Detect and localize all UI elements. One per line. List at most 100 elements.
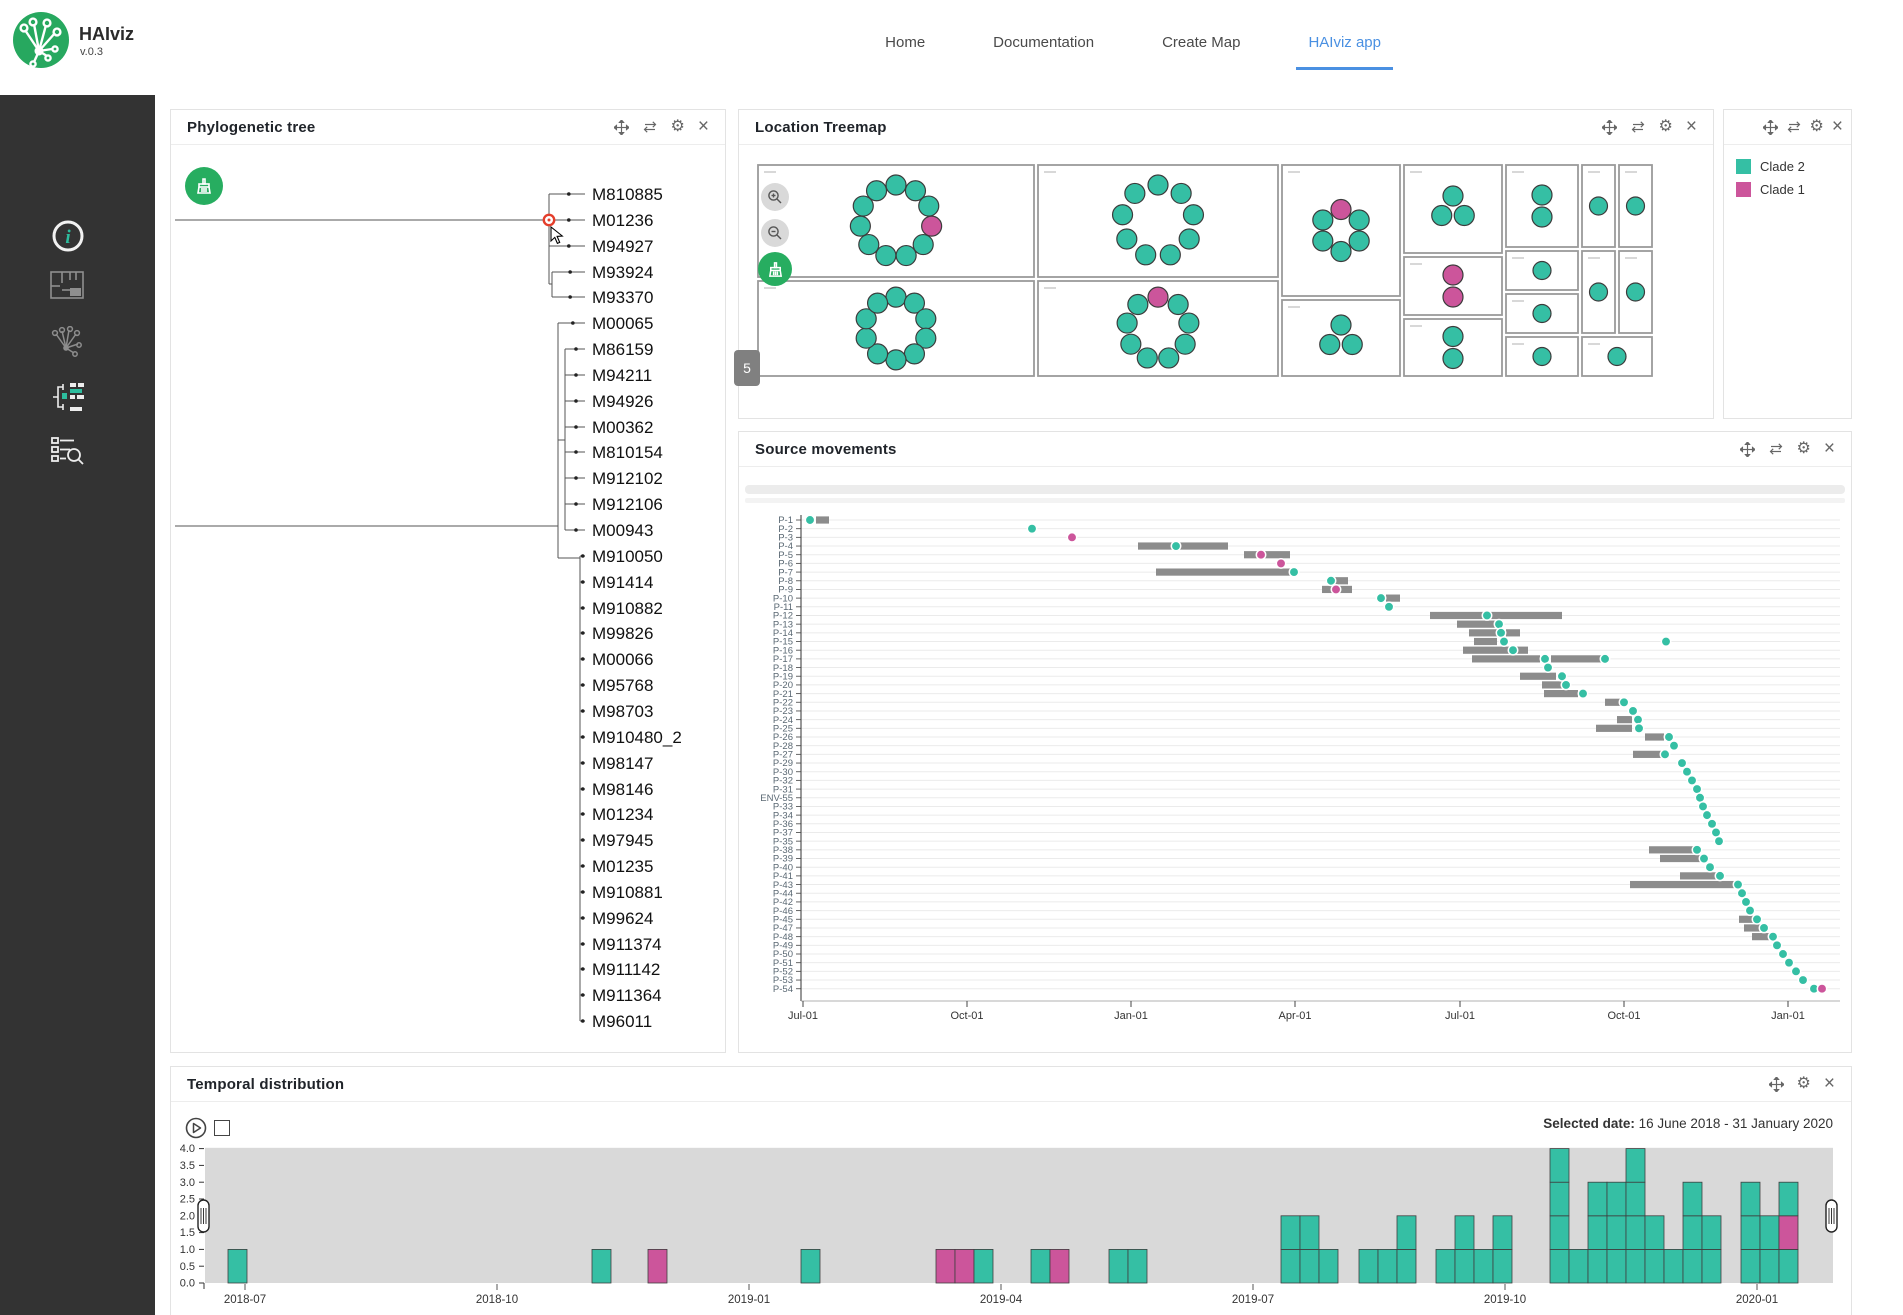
svg-text:2019-01: 2019-01 bbox=[728, 1294, 770, 1306]
gantt-range-slider-track[interactable] bbox=[745, 498, 1845, 503]
treemap-clear-selection-button[interactable] bbox=[758, 252, 792, 286]
close-icon[interactable]: × bbox=[697, 116, 709, 137]
svg-text:P-39: P-39 bbox=[773, 854, 793, 865]
svg-text:P-4: P-4 bbox=[778, 541, 793, 552]
temporal-header-icons: ⚙ × bbox=[1768, 1073, 1835, 1094]
svg-text:0.5: 0.5 bbox=[180, 1261, 195, 1273]
loop-icon[interactable] bbox=[1768, 442, 1784, 456]
svg-text:P-44: P-44 bbox=[773, 888, 793, 899]
treemap-zoom-out-button[interactable] bbox=[761, 219, 789, 247]
svg-text:M01236: M01236 bbox=[592, 211, 653, 230]
loop-icon[interactable] bbox=[642, 120, 658, 134]
svg-text:Oct-01: Oct-01 bbox=[950, 1010, 983, 1022]
svg-text:M01234: M01234 bbox=[592, 805, 653, 824]
move-icon[interactable] bbox=[1739, 441, 1755, 457]
svg-text:P-14: P-14 bbox=[773, 628, 793, 639]
search-list-icon[interactable] bbox=[50, 435, 86, 472]
clade1-swatch bbox=[1736, 182, 1751, 197]
source-movements-chart[interactable]: P-1P-2P-3P-4P-5P-6P-7P-8P-9P-10P-11P-12P… bbox=[738, 508, 1852, 1038]
close-icon[interactable]: × bbox=[1823, 1073, 1835, 1094]
svg-text:M94927: M94927 bbox=[592, 237, 653, 256]
move-icon[interactable] bbox=[1762, 119, 1778, 135]
svg-text:M93370: M93370 bbox=[592, 288, 653, 307]
svg-text:P-21: P-21 bbox=[773, 689, 793, 700]
location-treemap[interactable] bbox=[740, 145, 1712, 417]
phylo-network-icon[interactable] bbox=[50, 325, 84, 363]
svg-text:P-18: P-18 bbox=[773, 663, 793, 674]
svg-text:P-5: P-5 bbox=[778, 550, 793, 561]
svg-text:P-26: P-26 bbox=[773, 732, 793, 743]
svg-text:M95768: M95768 bbox=[592, 676, 653, 695]
svg-text:P-22: P-22 bbox=[773, 697, 793, 708]
svg-text:P-19: P-19 bbox=[773, 671, 793, 682]
close-icon[interactable]: × bbox=[1685, 116, 1697, 137]
gear-icon[interactable]: ⚙ bbox=[1796, 1075, 1811, 1092]
svg-text:P-34: P-34 bbox=[773, 810, 793, 821]
loop-icon[interactable] bbox=[1630, 120, 1646, 134]
selected-date: Selected date: 16 June 2018 - 31 January… bbox=[1543, 1116, 1833, 1131]
phylo-panel-title: Phylogenetic tree bbox=[187, 118, 316, 136]
svg-text:P-32: P-32 bbox=[773, 776, 793, 787]
sidebar: i bbox=[0, 95, 155, 1315]
svg-text:M00066: M00066 bbox=[592, 650, 653, 669]
main-nav: Home Documentation Create Map HAIviz app bbox=[873, 28, 1393, 70]
nav-item-documentation[interactable]: Documentation bbox=[993, 34, 1095, 51]
svg-text:M94211: M94211 bbox=[592, 366, 652, 385]
legend-panel: ⚙ × Clade 2 Clade 1 bbox=[1723, 109, 1852, 419]
app-name: HAIviz bbox=[79, 24, 135, 44]
svg-text:P-37: P-37 bbox=[773, 828, 793, 839]
legend-item-clade2: Clade 2 bbox=[1736, 159, 1851, 174]
svg-text:M00065: M00065 bbox=[592, 314, 653, 333]
svg-text:M94926: M94926 bbox=[592, 392, 653, 411]
phylogenetic-tree[interactable]: M810885 M01236 M94927 M93924 M93370 M00065 M86… bbox=[175, 150, 721, 1045]
treemap-header-icons: ⚙ × bbox=[1601, 116, 1697, 137]
svg-text:P-7: P-7 bbox=[778, 567, 793, 578]
nav-item-home[interactable]: Home bbox=[885, 34, 926, 51]
legend-item-clade1: Clade 1 bbox=[1736, 182, 1851, 197]
treemap-count-badge[interactable]: 5 bbox=[734, 350, 760, 386]
loop-icon[interactable] bbox=[1786, 120, 1802, 134]
svg-text:2019-10: 2019-10 bbox=[1484, 1294, 1526, 1306]
legend-header-icons: ⚙ × bbox=[1762, 116, 1843, 137]
tree-annotation-icon[interactable] bbox=[50, 381, 86, 418]
move-icon[interactable] bbox=[1601, 119, 1617, 135]
floorplan-icon[interactable] bbox=[50, 271, 84, 306]
svg-text:P-11: P-11 bbox=[774, 602, 793, 613]
svg-text:P-54: P-54 bbox=[773, 984, 793, 995]
phylo-clear-selection-button[interactable] bbox=[185, 167, 223, 205]
move-icon[interactable] bbox=[1768, 1076, 1784, 1092]
treemap-zoom-in-button[interactable] bbox=[761, 183, 789, 211]
close-icon[interactable]: × bbox=[1823, 438, 1835, 459]
svg-text:M86159: M86159 bbox=[592, 340, 653, 359]
svg-text:P-47: P-47 bbox=[773, 923, 793, 934]
svg-text:P-20: P-20 bbox=[773, 680, 793, 691]
svg-text:M912106: M912106 bbox=[592, 495, 663, 514]
svg-text:P-6: P-6 bbox=[778, 559, 793, 570]
svg-text:3.0: 3.0 bbox=[180, 1177, 195, 1189]
animation-checkbox[interactable] bbox=[214, 1120, 230, 1136]
svg-text:P-50: P-50 bbox=[773, 949, 793, 960]
nav-item-create-map[interactable]: Create Map bbox=[1162, 34, 1241, 51]
svg-text:P-15: P-15 bbox=[773, 637, 793, 648]
nav-item-haiviz-app[interactable]: HAIviz app bbox=[1296, 28, 1393, 70]
gear-icon[interactable]: ⚙ bbox=[1809, 118, 1824, 135]
move-icon[interactable] bbox=[613, 119, 629, 135]
gear-icon[interactable]: ⚙ bbox=[1796, 440, 1811, 457]
info-icon[interactable]: i bbox=[50, 218, 86, 259]
pointer-cursor-icon bbox=[550, 225, 564, 245]
gantt-header-icons: ⚙ × bbox=[1739, 438, 1835, 459]
svg-text:1.5: 1.5 bbox=[180, 1227, 195, 1239]
svg-text:M01235: M01235 bbox=[592, 857, 653, 876]
svg-text:M98146: M98146 bbox=[592, 780, 653, 799]
temporal-distribution-chart[interactable]: 0.0 0.5 1.0 1.5 2.0 2.5 3.0 3.5 4.0 2018-07 2018-1… bbox=[170, 1105, 1852, 1315]
gantt-range-slider[interactable] bbox=[745, 485, 1845, 494]
svg-text:2018-07: 2018-07 bbox=[224, 1294, 266, 1306]
gear-icon[interactable]: ⚙ bbox=[670, 118, 685, 135]
close-icon[interactable]: × bbox=[1831, 116, 1843, 137]
svg-text:P-33: P-33 bbox=[773, 802, 793, 813]
svg-text:P-45: P-45 bbox=[773, 914, 793, 925]
gear-icon[interactable]: ⚙ bbox=[1658, 118, 1673, 135]
play-animation-button[interactable] bbox=[185, 1117, 207, 1144]
svg-text:P-48: P-48 bbox=[773, 932, 793, 943]
svg-text:M912102: M912102 bbox=[592, 469, 663, 488]
